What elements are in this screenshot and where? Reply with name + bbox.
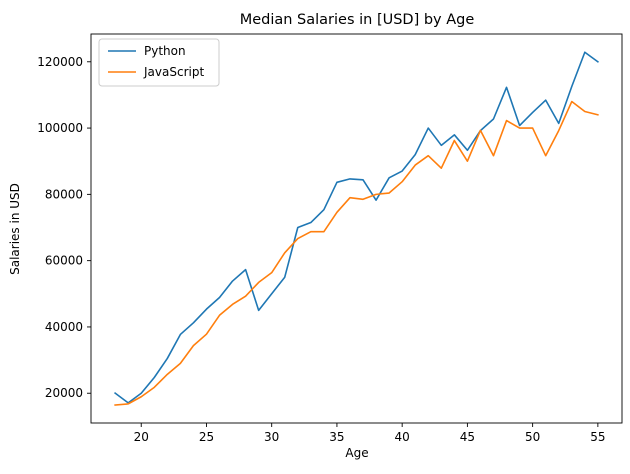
x-tick-label: 30: [264, 430, 279, 444]
plot-area: 20 25 30 35 40 45 50 55 20000 40000 60000 80000 1000…: [37, 33, 623, 444]
legend-label-python: Python: [144, 44, 186, 58]
y-tick-label: 20000: [45, 386, 83, 400]
y-tick-label: 80000: [45, 187, 83, 201]
x-tick-label: 25: [199, 430, 214, 444]
x-tick-label: 20: [134, 430, 149, 444]
legend-label-javascript: JavaScript: [143, 65, 204, 79]
y-tick-label: 100000: [37, 121, 83, 135]
y-axis-label: Salaries in USD: [8, 183, 22, 275]
y-tick-label: 40000: [45, 320, 83, 334]
x-tick-label: 55: [590, 430, 605, 444]
x-tick-label: 50: [525, 430, 540, 444]
x-tick-label: 35: [329, 430, 344, 444]
chart-title: Median Salaries in [USD] by Age: [240, 12, 475, 28]
series-line-python: [114, 51, 599, 404]
y-tick-label: 60000: [45, 254, 83, 268]
plot-frame: [90, 33, 623, 424]
x-axis-label: Age: [345, 446, 368, 460]
y-tick-label: 120000: [37, 55, 83, 69]
x-tick-label: 40: [395, 430, 410, 444]
series-line-javascript: [114, 100, 599, 406]
legend: Python JavaScript: [98, 38, 220, 87]
x-tick-label: 45: [460, 430, 475, 444]
